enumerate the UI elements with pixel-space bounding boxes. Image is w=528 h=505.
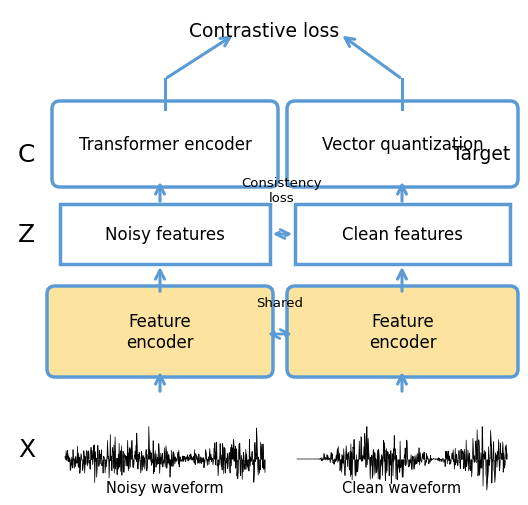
FancyBboxPatch shape [287,102,518,188]
Text: C: C [18,143,35,167]
Text: Clean waveform: Clean waveform [343,480,461,495]
Text: Target: Target [452,145,510,164]
FancyBboxPatch shape [295,205,510,265]
Text: Contrastive loss: Contrastive loss [189,22,339,41]
Text: Z: Z [18,223,35,246]
Text: Consistency
loss: Consistency loss [242,177,322,205]
Text: Feature
encoder: Feature encoder [126,313,194,351]
Text: Noisy features: Noisy features [105,226,225,243]
Text: Transformer encoder: Transformer encoder [79,136,251,154]
Text: X: X [18,437,35,461]
Text: Noisy waveform: Noisy waveform [106,480,224,495]
Text: Feature
encoder: Feature encoder [369,313,436,351]
FancyBboxPatch shape [52,102,278,188]
FancyBboxPatch shape [287,286,518,377]
Text: Shared: Shared [257,296,304,310]
Text: Clean features: Clean features [342,226,463,243]
FancyBboxPatch shape [47,286,273,377]
Text: Vector quantization: Vector quantization [322,136,483,154]
FancyBboxPatch shape [60,205,270,265]
